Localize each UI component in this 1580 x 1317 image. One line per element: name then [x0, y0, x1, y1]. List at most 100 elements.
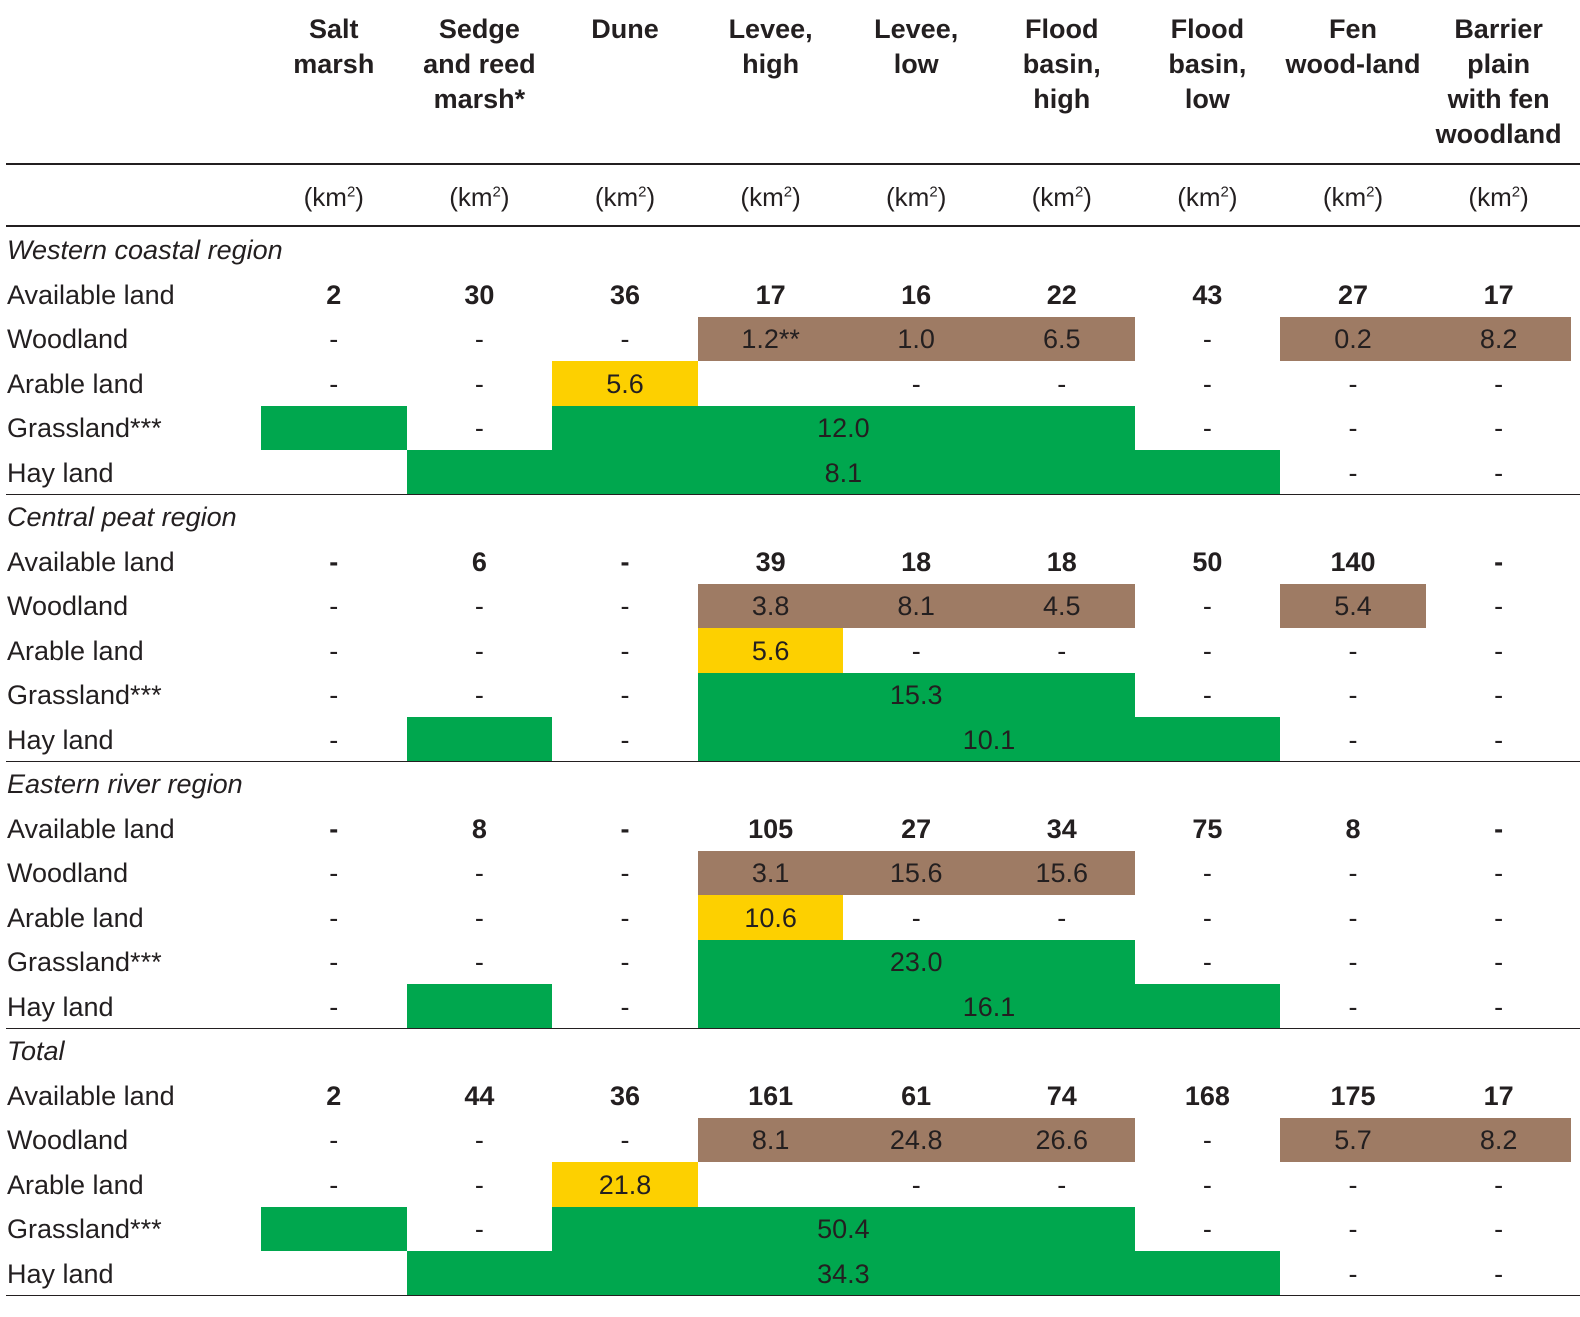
row-label: Hay land: [7, 724, 114, 755]
column-header-fen_wood: Fen wood-land: [1285, 14, 1421, 79]
table-cell: -: [1494, 902, 1504, 933]
table-cell: -: [1348, 1258, 1358, 1289]
table-cell: 44: [464, 1080, 495, 1111]
table-cell: -: [1202, 1214, 1212, 1244]
table-cell: -: [620, 1125, 630, 1155]
merged-value: 16.1: [962, 991, 1016, 1022]
table-cell: 36: [609, 1080, 640, 1111]
table-cell: -: [1494, 591, 1504, 621]
table-cell: -: [1348, 680, 1358, 710]
column-header-sedge_reed: Sedge and reed marsh*: [423, 14, 536, 114]
unit-superscript: 2: [1074, 183, 1084, 201]
unit-label-dune: (km2): [552, 180, 698, 214]
row-label: Arable land: [7, 368, 144, 399]
table-cell: 8.1: [897, 591, 935, 621]
table-cell: 27: [1337, 279, 1368, 310]
fill-band-grass: [697, 984, 1281, 1029]
unit-close: ): [1228, 182, 1238, 212]
fill-band-woodland: [1280, 583, 1426, 628]
table-cell: 18: [1046, 546, 1077, 577]
region-title: Eastern river region: [7, 769, 243, 799]
table-cell: 8.2: [1479, 1125, 1518, 1155]
fill-band-grass: [552, 1206, 1135, 1251]
table-cell: -: [1348, 1169, 1358, 1200]
unit-close: ): [937, 182, 947, 212]
table-cell: -: [474, 1214, 484, 1244]
header-rule: [6, 163, 1580, 165]
fill-band-grass: [406, 1251, 1281, 1296]
fill-band-grass: [697, 717, 1281, 762]
table-cell: -: [1202, 635, 1212, 666]
table-cell: -: [329, 991, 339, 1022]
table-cell: 8.2: [1479, 324, 1518, 354]
unit-label-fen_wood: (km2): [1280, 180, 1426, 214]
table-cell: -: [1348, 991, 1358, 1022]
table-cell: -: [474, 368, 484, 399]
table-cell: -: [1494, 368, 1504, 399]
row-label: Available land: [7, 546, 175, 577]
table-cell: -: [1348, 902, 1358, 933]
table-cell: -: [911, 1169, 921, 1200]
table-cell: -: [1348, 635, 1358, 666]
table-cell: -: [474, 680, 484, 710]
table-cell: -: [1348, 457, 1358, 488]
table-cell: 5.7: [1334, 1125, 1372, 1155]
table-cell: -: [1348, 368, 1358, 399]
unit-superscript: 2: [929, 183, 938, 201]
table-cell: 5.4: [1334, 591, 1372, 621]
fill-band-arable: [697, 628, 844, 673]
table-cell: 1.2**: [741, 324, 800, 354]
table-cell: -: [1348, 724, 1358, 755]
table-cell: 61: [901, 1080, 932, 1111]
unit-label-flood_low: (km2): [1135, 180, 1281, 214]
table-cell: -: [1494, 1214, 1504, 1244]
table-cell: -: [474, 947, 484, 977]
table-cell: -: [329, 724, 339, 755]
unit-text: (km: [303, 182, 347, 212]
table-cell: -: [620, 813, 630, 844]
table-cell: -: [1057, 635, 1067, 666]
table-cell: 8: [1345, 813, 1361, 844]
table-cell: 5.6: [606, 368, 644, 399]
table-cell: -: [1494, 546, 1504, 577]
unit-text: (km: [740, 182, 784, 212]
region-title: Central peat region: [7, 502, 237, 532]
row-label: Woodland: [7, 1125, 129, 1155]
column-header-flood_high: Flood basin, high: [1022, 14, 1101, 114]
merged-value: 34.3: [817, 1258, 870, 1289]
table-cell: 105: [748, 813, 794, 844]
unit-superscript: 2: [783, 183, 793, 201]
unit-label-flood_high: (km2): [989, 180, 1135, 214]
row-label: Grassland***: [7, 680, 162, 710]
table-cell: 6.5: [1043, 324, 1081, 354]
column-header-flood_low: Flood basin, low: [1168, 14, 1247, 114]
table-cell: -: [1202, 1125, 1212, 1155]
merged-value: 8.1: [824, 457, 863, 488]
unit-label-levee_high: (km2): [698, 180, 844, 214]
region-rule: [6, 493, 1580, 495]
merged-value: 10.1: [962, 724, 1016, 755]
table-cell: -: [1202, 680, 1212, 710]
table-cell: -: [474, 1169, 484, 1200]
table-cell: 43: [1192, 279, 1223, 310]
table-cell: -: [620, 546, 630, 577]
table-cell: -: [329, 324, 339, 354]
table-cell: 21.8: [598, 1169, 652, 1200]
row-label: Grassland***: [7, 947, 162, 977]
unit-text: (km: [886, 182, 930, 212]
fill-band-woodland: [697, 583, 1135, 628]
table-cell: 8: [471, 813, 487, 844]
table-cell: -: [620, 680, 630, 710]
table-cell: 4.5: [1043, 591, 1081, 621]
fill-band-arable: [552, 361, 698, 406]
row-label: Available land: [7, 279, 175, 310]
unit-text: (km: [1177, 182, 1221, 212]
fill-band-woodland: [1280, 316, 1572, 361]
column-header-levee_low: Levee, low: [874, 14, 959, 79]
merged-value: 15.3: [889, 680, 943, 710]
unit-superscript: 2: [638, 183, 647, 201]
table-cell: -: [329, 813, 339, 844]
table-cell: -: [1348, 947, 1358, 977]
table-cell: 2: [326, 279, 342, 310]
table-cell: 161: [748, 1080, 794, 1111]
